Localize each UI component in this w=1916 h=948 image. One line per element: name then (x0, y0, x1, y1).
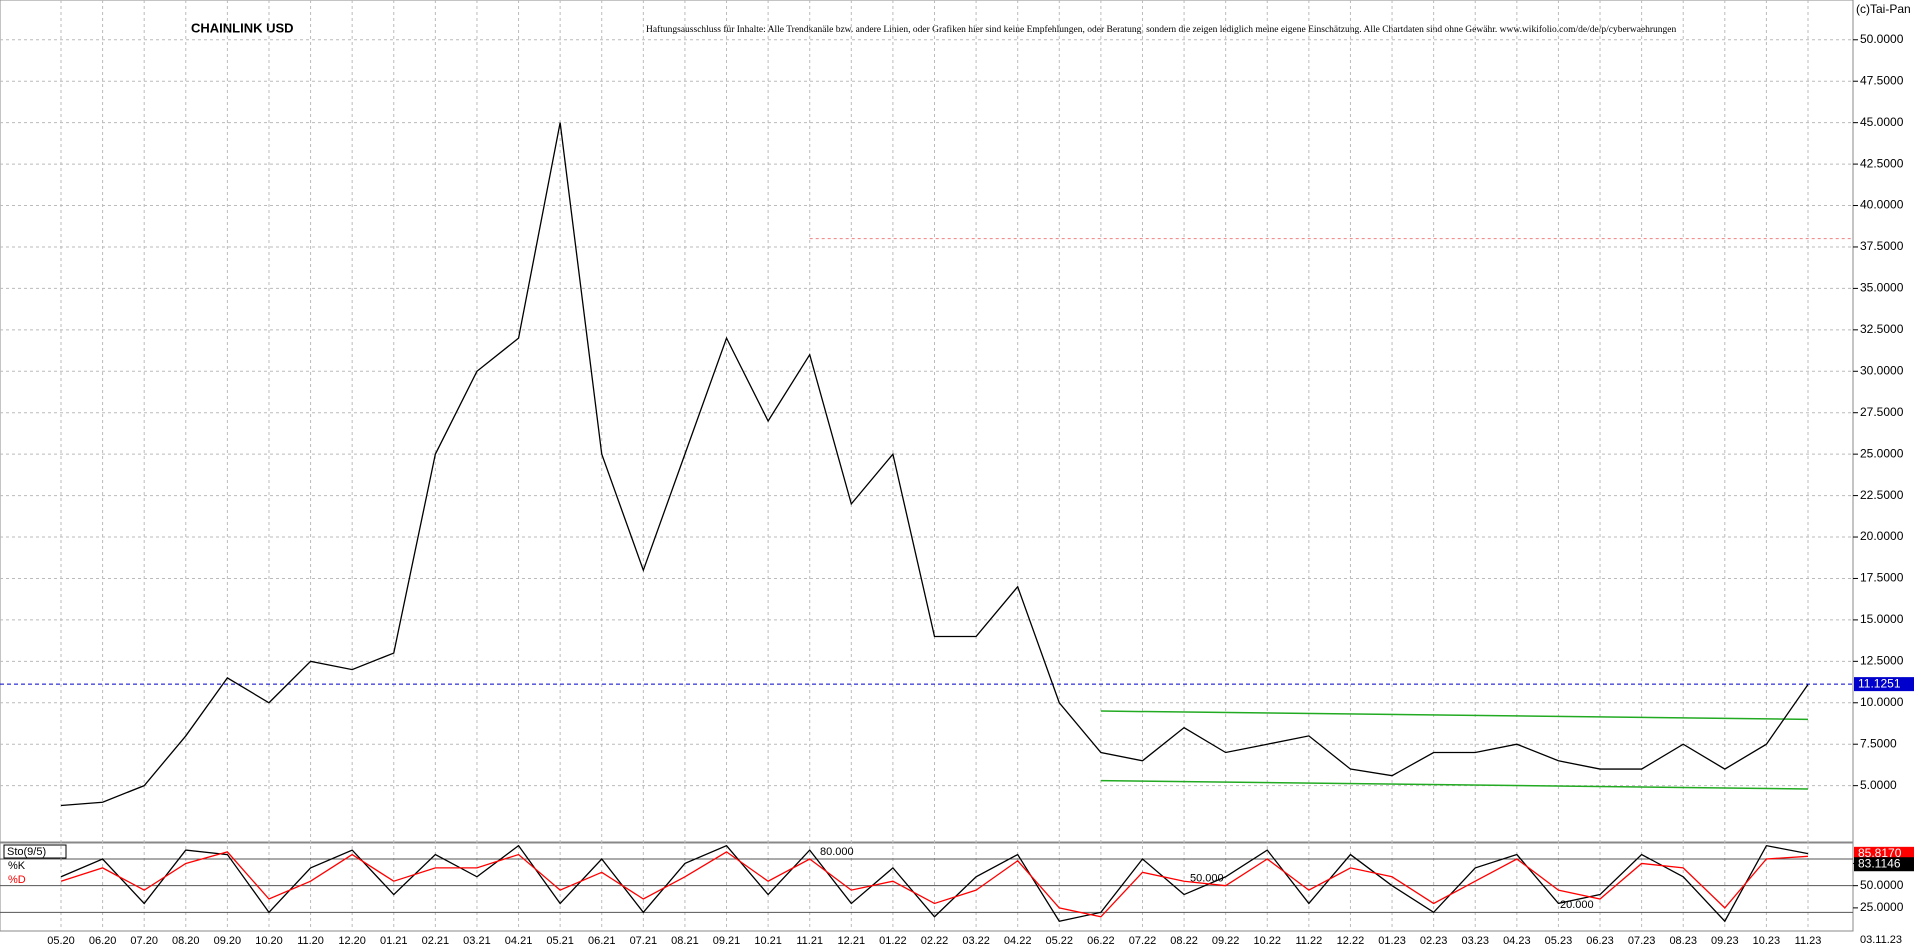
x-tick-label: 10.22 (1253, 935, 1281, 947)
last-price-label: 11.1251 (1858, 676, 1901, 690)
x-tick-label: 06.21 (588, 935, 616, 947)
x-tick-label: 11.20 (297, 935, 324, 947)
y-tick-label: 50.0000 (1860, 32, 1904, 46)
y-tick-label: 37.5000 (1860, 239, 1904, 253)
y-tick-label: 40.0000 (1860, 198, 1904, 212)
x-tick-label: 06.20 (89, 935, 117, 947)
x-tick-label: 08.20 (172, 935, 200, 947)
reference-label: 80.000 (820, 846, 854, 858)
x-tick-label: 01.22 (879, 935, 907, 947)
x-tick-label: 02.23 (1420, 935, 1448, 947)
x-tick-label: 10.21 (754, 935, 782, 947)
last-value-box (1854, 857, 1914, 872)
x-tick-label: 03.21 (463, 935, 491, 947)
x-tick-label: 11.22 (1295, 935, 1322, 947)
last-value-label: 85.8170 (1858, 846, 1902, 860)
stoch-title-box (3, 844, 67, 859)
series-line (60, 851, 1809, 918)
disclaimer: Haftungsausschluss für Inhalte: Alle Tre… (646, 24, 1677, 35)
x-tick-label: 08.23 (1669, 935, 1697, 947)
y-tick-label: 12.5000 (1860, 654, 1904, 668)
x-tick-label: 03.22 (962, 935, 990, 947)
y-tick-label: 27.5000 (1860, 405, 1904, 419)
x-tick-label: 07.23 (1628, 935, 1656, 947)
y-tick-label: 30.0000 (1860, 363, 1904, 377)
chart-title: CHAINLINK USD (191, 20, 294, 35)
stoch-panel (0, 842, 1854, 932)
x-tick-label: 09.23 (1711, 935, 1739, 947)
x-tick-label: 04.21 (505, 935, 533, 947)
x-tick-label: 07.21 (630, 935, 658, 947)
legend-k: %K (8, 860, 26, 872)
y-tick-label: 25.0000 (1860, 900, 1904, 914)
x-tick-label: 06.23 (1586, 935, 1614, 947)
y-tick-label: 50.0000 (1860, 878, 1904, 892)
y-tick-label: 15.0000 (1860, 612, 1904, 626)
y-tick-label: 22.5000 (1860, 488, 1904, 502)
date-label: 03.11.23 (1860, 934, 1902, 946)
x-tick-label: 05.21 (546, 935, 574, 947)
price-panel (0, 0, 1854, 843)
legend-d: %D (8, 874, 26, 886)
y-tick-label: 7.5000 (1860, 736, 1897, 750)
x-tick-label: 07.20 (130, 935, 158, 947)
x-tick-label: 11.23 (1795, 935, 1822, 947)
last-value-label: 83.1146 (1858, 856, 1901, 870)
trend-line (1100, 710, 1809, 721)
x-tick-label: 02.22 (921, 935, 949, 947)
y-tick-label: 10.0000 (1860, 695, 1904, 709)
last-price-box (1854, 677, 1914, 692)
x-tick-label: 12.22 (1337, 935, 1365, 947)
x-tick-label: 08.22 (1170, 935, 1198, 947)
x-tick-label: 09.22 (1212, 935, 1240, 947)
x-tick-label: 12.20 (338, 935, 366, 947)
x-tick-label: 01.21 (380, 935, 408, 947)
y-tick-label: 5.0000 (1860, 778, 1897, 792)
x-tick-label: 04.23 (1503, 935, 1531, 947)
x-tick-label: 01.23 (1378, 935, 1406, 947)
y-tick-label: 32.5000 (1860, 322, 1904, 336)
x-tick-label: 08.21 (671, 935, 699, 947)
x-tick-label: 05.23 (1545, 935, 1573, 947)
x-tick-label: 03.23 (1461, 935, 1489, 947)
stoch-title: Sto(9/5) (7, 846, 46, 858)
x-tick-label: 09.21 (713, 935, 741, 947)
x-tick-label: 02.21 (422, 935, 450, 947)
y-tick-label: 42.5000 (1860, 156, 1904, 170)
x-tick-label: 05.22 (1046, 935, 1074, 947)
source: (c)Tai-Pan (1856, 2, 1911, 16)
x-tick-label: 12.21 (838, 935, 866, 947)
x-tick-label: 09.20 (214, 935, 242, 947)
reference-label: 20.000 (1560, 899, 1594, 911)
x-tick-label: 07.22 (1129, 935, 1157, 947)
series-line (60, 844, 1809, 923)
x-tick-label: 06.22 (1087, 935, 1115, 947)
x-tick-label: 05.20 (47, 935, 75, 947)
x-tick-label: 11.21 (796, 935, 823, 947)
y-tick-label: 17.5000 (1860, 571, 1904, 585)
trend-line (1100, 779, 1809, 790)
series-line (60, 122, 1809, 807)
y-tick-label: 45.0000 (1860, 115, 1904, 129)
y-tick-label: 20.0000 (1860, 529, 1904, 543)
x-tick-label: 04.22 (1004, 935, 1032, 947)
x-tick-label: 10.23 (1753, 935, 1781, 947)
y-tick-label: 35.0000 (1860, 281, 1904, 295)
y-tick-label: 25.0000 (1860, 446, 1904, 460)
x-tick-label: 10.20 (255, 935, 283, 947)
y-tick-label: 47.5000 (1860, 73, 1904, 87)
